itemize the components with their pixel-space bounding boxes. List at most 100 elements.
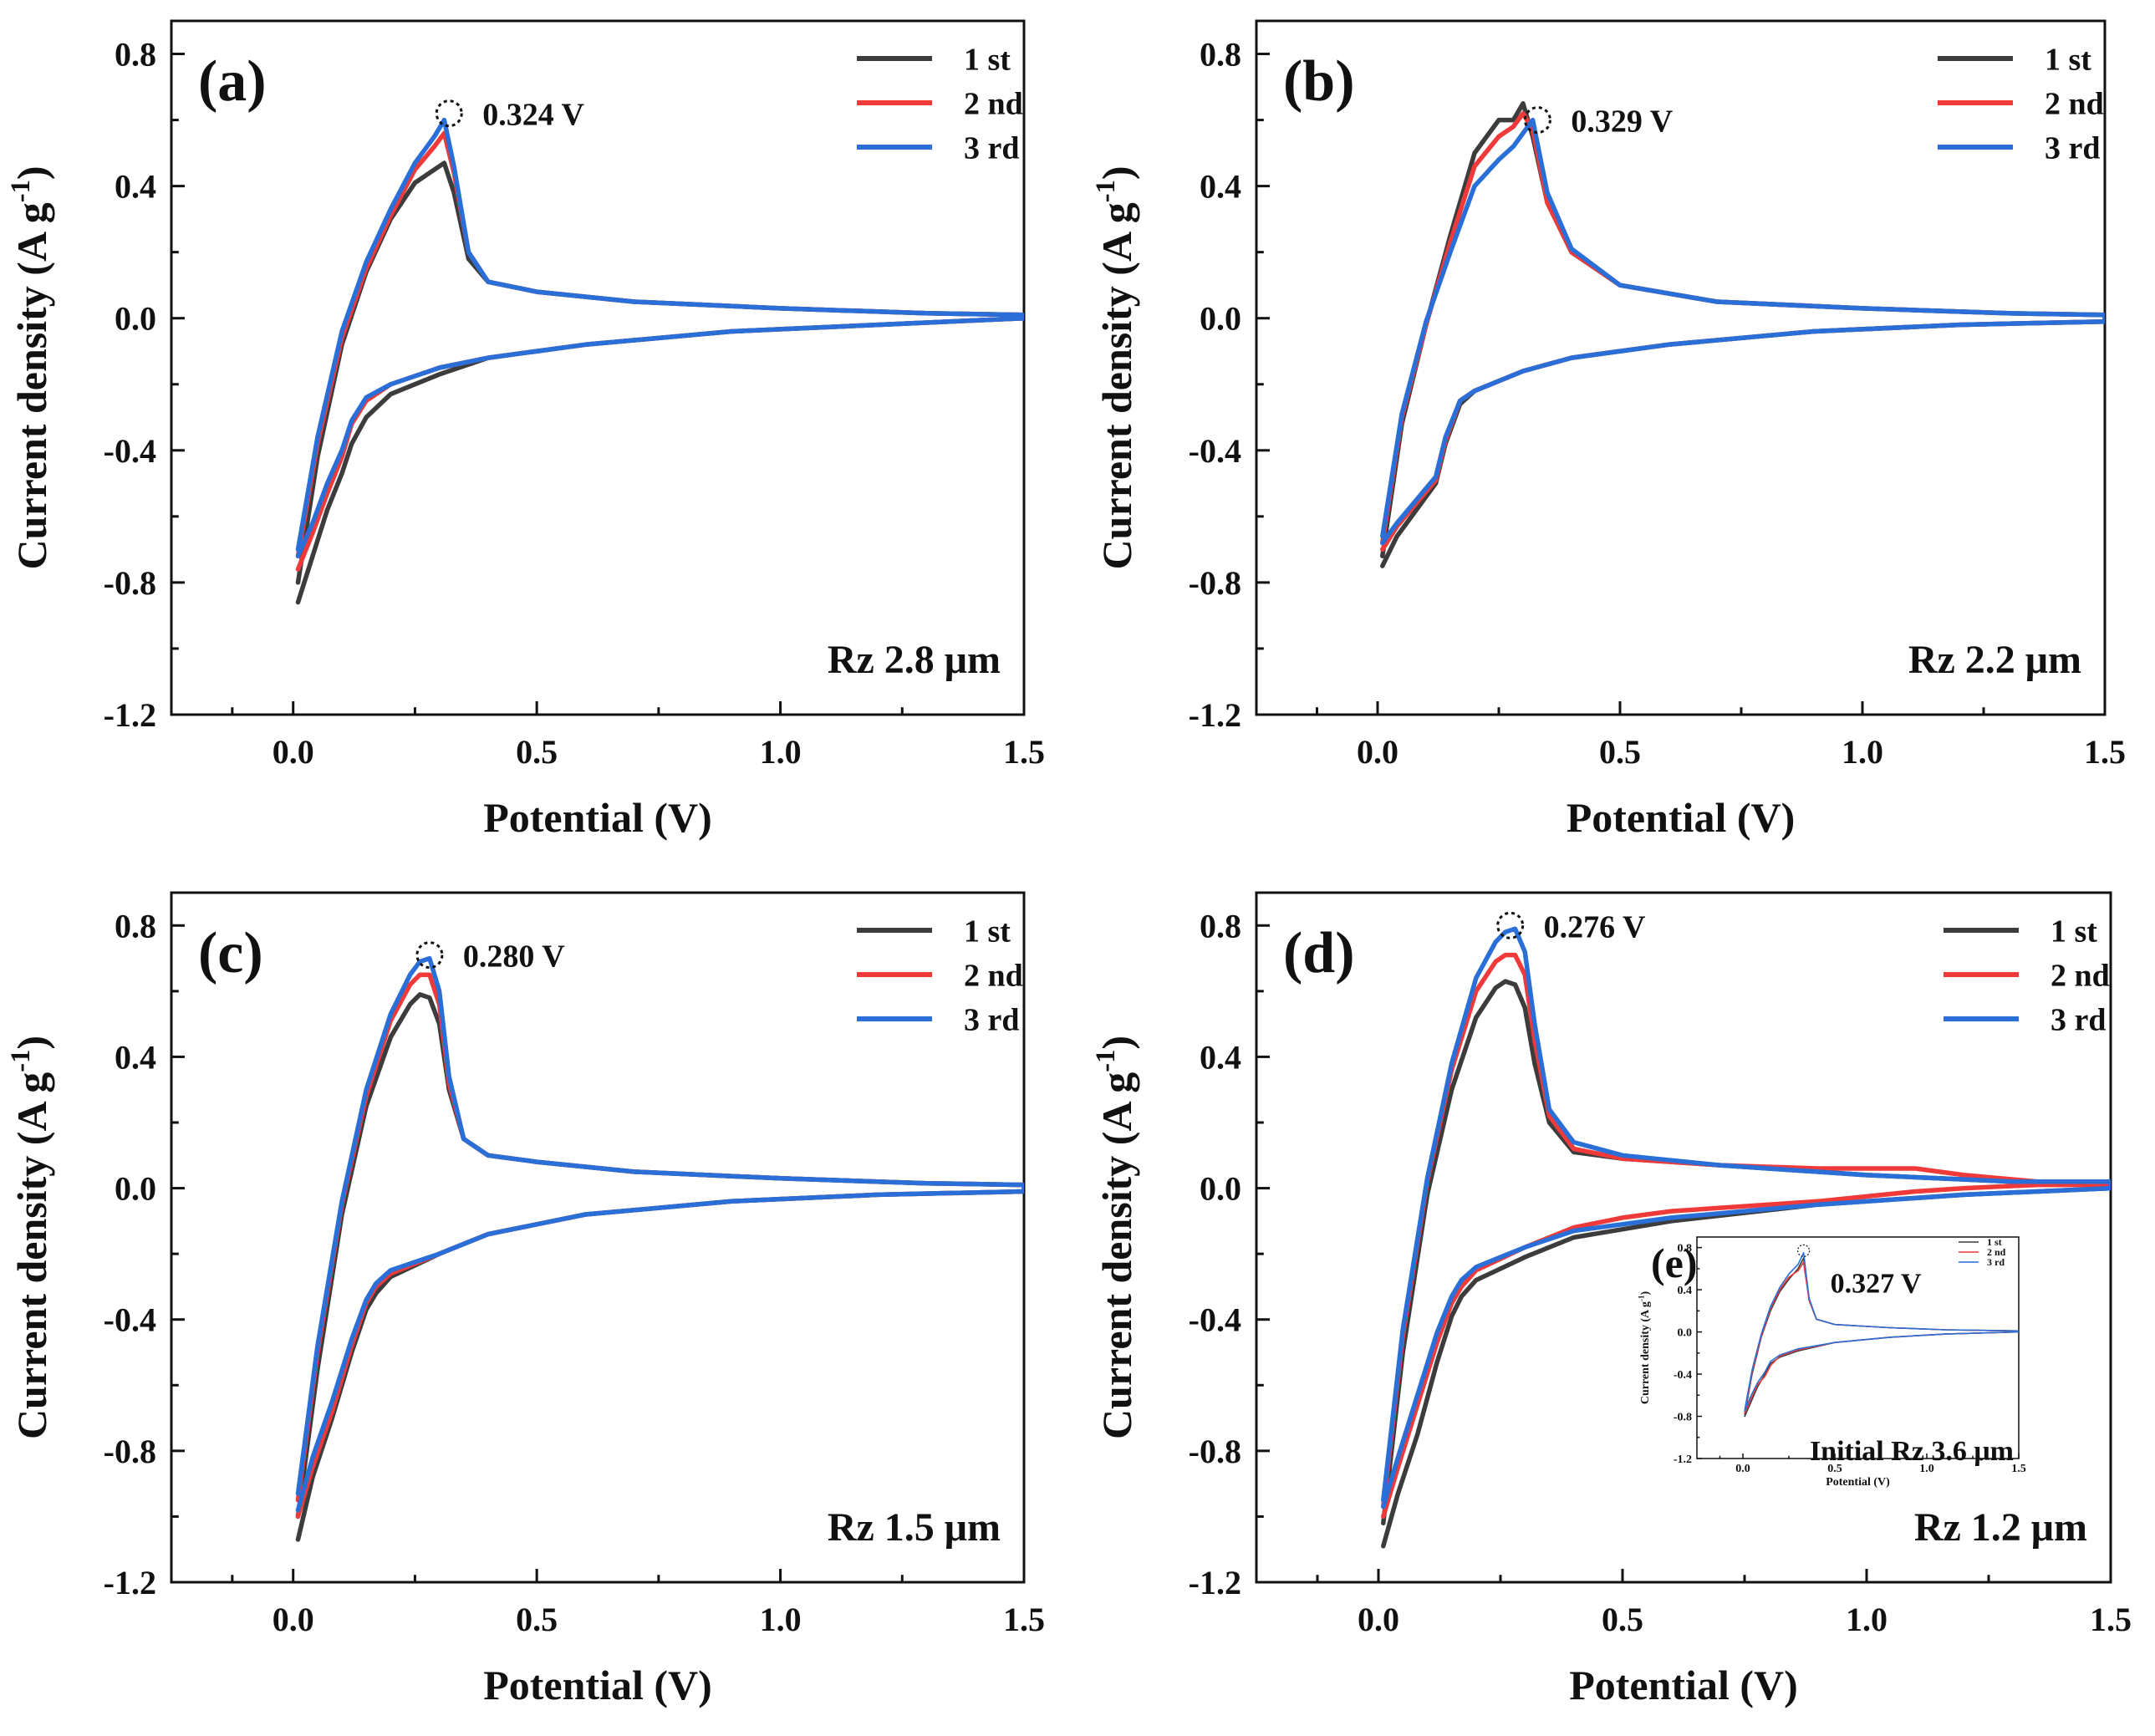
x-axis-label: Potential (V)	[1826, 1476, 1890, 1489]
y-axis-label-sup: -1	[1637, 1295, 1645, 1301]
series-line-2nd	[1380, 110, 2105, 552]
y-axis-label-main: Current density (A g	[1093, 1072, 1140, 1439]
y-tick-label: 0.8	[115, 36, 156, 74]
x-tick-label: 0.0	[1358, 1601, 1399, 1638]
panel-a: -1.2 -0.8 -0.4 0.0 0.4 0.8 0.0 0.5 1.0 1.5 Potenti…	[6, 19, 1045, 841]
y-tick-label: 0.0	[115, 1170, 156, 1208]
y-tick-label: 0.0	[115, 300, 156, 338]
y-axis-label-sup: -1	[6, 1050, 36, 1072]
panel-label: (d)	[1283, 921, 1355, 985]
peak-marker	[1797, 1244, 1811, 1258]
y-tick-label: -0.8	[1189, 1433, 1241, 1470]
peak-label: 0.329 V	[1571, 104, 1673, 140]
y-tick-label: -1.2	[1674, 1453, 1692, 1466]
y-axis-label-close: )	[1093, 1036, 1140, 1050]
y-tick-label: 0.8	[1200, 36, 1241, 74]
x-tick-label: 0.0	[273, 1601, 314, 1638]
legend-label: 3 rd	[1987, 1256, 2005, 1268]
series-line-1st	[295, 160, 1024, 605]
peak-marker	[415, 941, 444, 970]
legend-label: 1 st	[964, 914, 1011, 949]
y-axis-label-sup: -1	[1091, 180, 1121, 202]
legend-label: 2 nd	[2051, 958, 2110, 993]
y-tick-label: 0.8	[1200, 907, 1241, 944]
series-line-3rd	[295, 117, 1024, 559]
panel-label: (b)	[1283, 49, 1355, 114]
y-tick-label: -0.4	[1189, 432, 1241, 470]
panel-d: -1.2 -0.8 -0.4 0.0 0.4 0.8 0.0 0.5 1.0 1.5 Potenti…	[1091, 891, 2132, 1708]
legend-label: 1 st	[1987, 1236, 2002, 1248]
x-tick-label: 1.0	[1919, 1463, 1934, 1475]
x-tick-label: 1.5	[2084, 733, 2126, 771]
x-tick-label: 1.0	[1846, 1601, 1888, 1638]
x-tick-label: 1.5	[2090, 1601, 2132, 1638]
y-axis-label-sup: -1	[1091, 1050, 1121, 1072]
y-tick-label: -1.2	[1189, 1564, 1241, 1601]
y-tick-label: -1.2	[104, 1564, 156, 1601]
legend-label: 3 rd	[964, 1002, 1020, 1037]
y-axis-label-sup: -1	[6, 180, 36, 202]
x-tick-label: 0.0	[1357, 733, 1398, 771]
y-axis-label: Current density (A g-1)	[1637, 1291, 1652, 1405]
legend-label: 1 st	[964, 42, 1011, 77]
y-axis-label-main: Current density (A g	[1093, 202, 1140, 569]
x-tick-label: 0.5	[1599, 733, 1641, 771]
y-axis-label: Current density (A g-1)	[1091, 165, 1140, 569]
x-tick-label: 0.0	[273, 733, 314, 771]
legend-label: 1 st	[2051, 914, 2097, 949]
x-tick-label: 1.0	[760, 1601, 802, 1638]
panel-label: (e)	[1651, 1240, 1698, 1286]
x-tick-label: 1.5	[2011, 1463, 2026, 1475]
x-axis-label: Potential (V)	[483, 794, 712, 841]
peak-label: 0.324 V	[482, 98, 584, 133]
y-tick-label: -1.2	[1189, 696, 1241, 734]
x-tick-label: 1.5	[1003, 733, 1045, 771]
peak-label: 0.276 V	[1544, 909, 1646, 944]
series-line-3rd	[295, 955, 1024, 1513]
panel-b: -1.2 -0.8 -0.4 0.0 0.4 0.8 0.0 0.5 1.0 1.5 Potenti…	[1091, 19, 2126, 841]
peak-marker	[1496, 911, 1525, 939]
panel-c: -1.2 -0.8 -0.4 0.0 0.4 0.8 0.0 0.5 1.0 1.5 Potenti…	[6, 891, 1045, 1708]
series-line-2nd	[295, 972, 1024, 1520]
series-line-1st	[1380, 101, 2105, 568]
x-axis-label: Potential (V)	[483, 1662, 712, 1708]
x-tick-label: 1.5	[1003, 1601, 1045, 1638]
y-tick-label: 0.8	[1678, 1243, 1693, 1255]
annotation-label: Rz 2.8 μm	[828, 638, 1001, 682]
plot-frame	[1255, 891, 2112, 1584]
x-axis-label: Potential (V)	[1567, 794, 1796, 841]
y-axis-label-close: )	[8, 1036, 55, 1050]
x-axis-label: Potential (V)	[1569, 1662, 1798, 1708]
panel-e: -1.2 -0.8 -0.4 0.0 0.4 0.8 0.0 0.5 1.0 1.5 Potenti…	[1637, 1229, 2026, 1495]
y-tick-label: 0.4	[115, 168, 156, 206]
x-tick-label: 0.5	[516, 733, 558, 771]
x-tick-label: 0.5	[1602, 1601, 1643, 1638]
series-line-3rd	[1744, 1252, 2019, 1412]
y-axis-label: Current density (A g-1)	[6, 1036, 55, 1439]
y-axis-label-main: Current density (A g	[8, 1072, 55, 1439]
peak-marker	[435, 99, 463, 128]
inset-background	[1660, 1229, 2025, 1495]
plot-frame	[170, 891, 1026, 1584]
peak-label: 0.280 V	[463, 939, 565, 975]
x-tick-label: 0.5	[1827, 1463, 1842, 1475]
y-axis-label: Current density (A g-1)	[1091, 1036, 1140, 1439]
y-axis-label-close: )	[1639, 1291, 1652, 1296]
plot-frame	[1696, 1236, 2020, 1459]
series-line-3rd	[1381, 926, 2111, 1509]
y-tick-label: -0.8	[1674, 1411, 1692, 1423]
y-tick-label: 0.0	[1678, 1326, 1693, 1339]
y-axis-label-close: )	[8, 165, 55, 180]
annotation-label: Rz 1.5 μm	[828, 1505, 1001, 1550]
y-axis-label: Current density (A g-1)	[6, 165, 55, 569]
y-tick-label: -0.4	[1674, 1369, 1692, 1382]
y-tick-label: -0.4	[104, 432, 156, 470]
y-tick-label: 0.4	[1200, 1038, 1241, 1076]
x-tick-label: 1.0	[1842, 733, 1883, 771]
legend-label: 2 nd	[964, 958, 1023, 993]
legend-label: 2 nd	[2045, 86, 2104, 121]
y-tick-label: -1.2	[104, 696, 156, 734]
y-tick-label: -0.4	[1189, 1301, 1241, 1339]
y-tick-label: 0.8	[115, 907, 156, 944]
panel-label: (c)	[198, 921, 263, 985]
